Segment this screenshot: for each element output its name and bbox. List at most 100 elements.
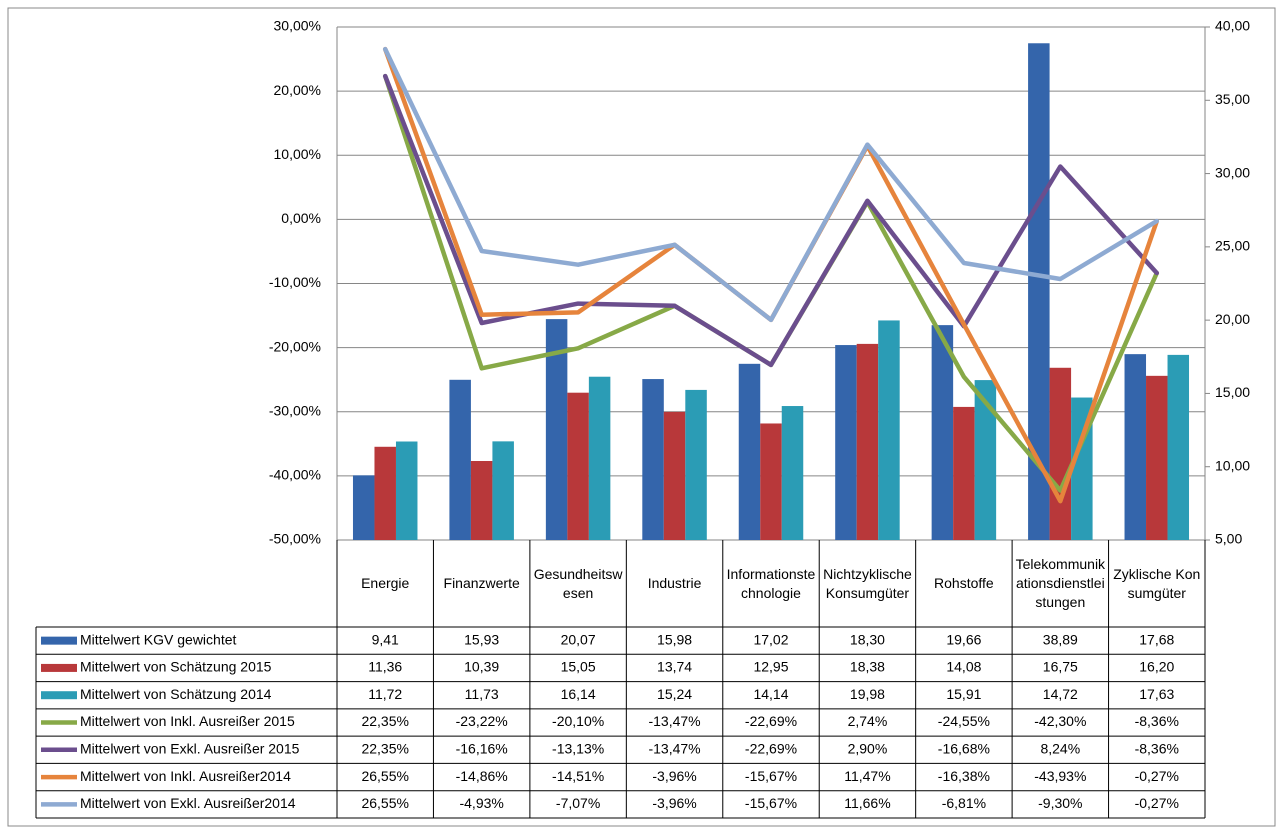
bar	[738, 363, 761, 540]
bar	[760, 423, 782, 540]
legend-label: Mittelwert von Exkl. Ausreißer 2015	[80, 740, 300, 756]
legend-label: Mittelwert von Schätzung 2014	[80, 686, 272, 702]
table-value: -3,96%	[652, 795, 696, 811]
y2-tick-label: 20,00	[1215, 311, 1250, 327]
table-value: -0,27%	[1135, 768, 1179, 784]
table-value: 18,38	[850, 659, 885, 675]
y-tick-label: 10,00%	[274, 146, 321, 162]
table-value: -14,86%	[456, 768, 508, 784]
table-value: 15,24	[657, 686, 692, 702]
x-tick-label: Industrie	[647, 575, 702, 591]
table-value: 17,02	[753, 631, 788, 647]
table-value: 19,98	[850, 686, 885, 702]
legend-swatch	[41, 663, 77, 672]
bar	[974, 380, 997, 540]
table-value: -43,93%	[1034, 768, 1086, 784]
bar	[856, 343, 879, 540]
x-tick-label: Gesundheitswesen	[533, 565, 623, 601]
bar	[492, 441, 514, 540]
x-tick-label: Telekommunikationsdienstleistungen	[1015, 556, 1106, 610]
table-value: -15,67%	[745, 795, 797, 811]
legend-label: Mittelwert von Inkl. Ausreißer 2015	[80, 713, 295, 729]
table-value: 15,98	[657, 631, 692, 647]
bar	[953, 406, 975, 540]
table-value: -16,68%	[938, 740, 990, 756]
table-value: 22,35%	[361, 740, 408, 756]
table-value: -16,16%	[456, 740, 508, 756]
table-value: 14,08	[946, 659, 981, 675]
bar	[1049, 367, 1072, 540]
bar	[567, 392, 589, 540]
bar	[663, 411, 686, 540]
table-value: 15,05	[561, 659, 596, 675]
bar	[1146, 375, 1168, 540]
table-value: -23,22%	[456, 713, 508, 729]
category-cell: Finanzwerte	[443, 575, 520, 591]
table-value: 20,07	[561, 631, 596, 647]
legend-label: Mittelwert von Schätzung 2015	[80, 659, 272, 675]
bar	[449, 379, 471, 540]
y2-tick-label: 5,00	[1215, 531, 1242, 547]
table-value: -24,55%	[938, 713, 990, 729]
table-value: -13,13%	[552, 740, 604, 756]
table-value: 26,55%	[361, 768, 408, 784]
legend-swatch	[41, 636, 77, 645]
y-tick-label: 20,00%	[274, 82, 321, 98]
table-value: -42,30%	[1034, 713, 1086, 729]
bar	[545, 319, 568, 540]
table-value: 26,55%	[361, 795, 408, 811]
x-tick-label: Zyklische Konsumgüter	[1113, 565, 1201, 601]
table-value: 11,36	[368, 659, 402, 675]
table-value: 2,74%	[848, 713, 888, 729]
table-value: 15,93	[464, 631, 499, 647]
table-value: 14,72	[1043, 686, 1078, 702]
table-value: 16,14	[561, 686, 596, 702]
x-tick-label: Informationstechnologie	[726, 565, 816, 601]
table-value: 13,74	[657, 659, 692, 675]
table-value: 38,89	[1043, 631, 1078, 647]
table-value: -4,93%	[459, 795, 503, 811]
table-value: -3,96%	[652, 768, 696, 784]
category-cell: Informationstechnologie	[726, 565, 816, 601]
category-cell: Telekommunikationsdienstleistungen	[1015, 556, 1106, 610]
table-value: 11,73	[465, 686, 499, 702]
y-tick-label: -30,00%	[269, 402, 321, 418]
table-value: 22,35%	[361, 713, 408, 729]
bar	[1124, 354, 1147, 540]
table-value: -13,47%	[648, 713, 700, 729]
table-value: -8,36%	[1135, 740, 1179, 756]
line-series	[382, 73, 1160, 368]
table-value: 11,66%	[844, 795, 890, 811]
category-cell: Nichtzyklische Konsumgüter	[823, 566, 912, 601]
legend-label: Mittelwert von Inkl. Ausreißer2014	[80, 768, 291, 784]
table-value: -22,69%	[745, 740, 797, 756]
y2-tick-label: 30,00	[1215, 164, 1250, 180]
table-value: -15,67%	[745, 768, 797, 784]
bar	[352, 475, 375, 540]
category-cell: Energie	[361, 575, 410, 591]
table-value: 2,90%	[848, 740, 888, 756]
legend-label: Mittelwert KGV gewichtet	[80, 631, 236, 647]
table-value: 19,66	[946, 631, 981, 647]
x-tick-label: Finanzwerte	[443, 575, 520, 591]
y-tick-label: -50,00%	[269, 531, 321, 547]
table-value: 11,72	[368, 686, 402, 702]
y2-tick-label: 10,00	[1215, 457, 1250, 473]
table-value: -13,47%	[648, 740, 700, 756]
category-cell: Zyklische Konsumgüter	[1113, 565, 1201, 601]
x-tick-label: Energie	[361, 575, 410, 591]
category-cell: Industrie	[647, 575, 702, 591]
table-value: -8,36%	[1135, 713, 1179, 729]
table-value: 18,30	[850, 631, 885, 647]
table-value: 12,95	[753, 659, 788, 675]
table-value: -14,51%	[552, 768, 604, 784]
bar	[878, 320, 900, 540]
y2-tick-label: 25,00	[1215, 238, 1250, 254]
line-series	[382, 46, 1160, 323]
table-value: -22,69%	[745, 713, 797, 729]
bar	[1167, 354, 1190, 540]
table-value: 16,75	[1043, 659, 1078, 675]
bar	[470, 460, 493, 540]
table-value: -6,81%	[942, 795, 986, 811]
